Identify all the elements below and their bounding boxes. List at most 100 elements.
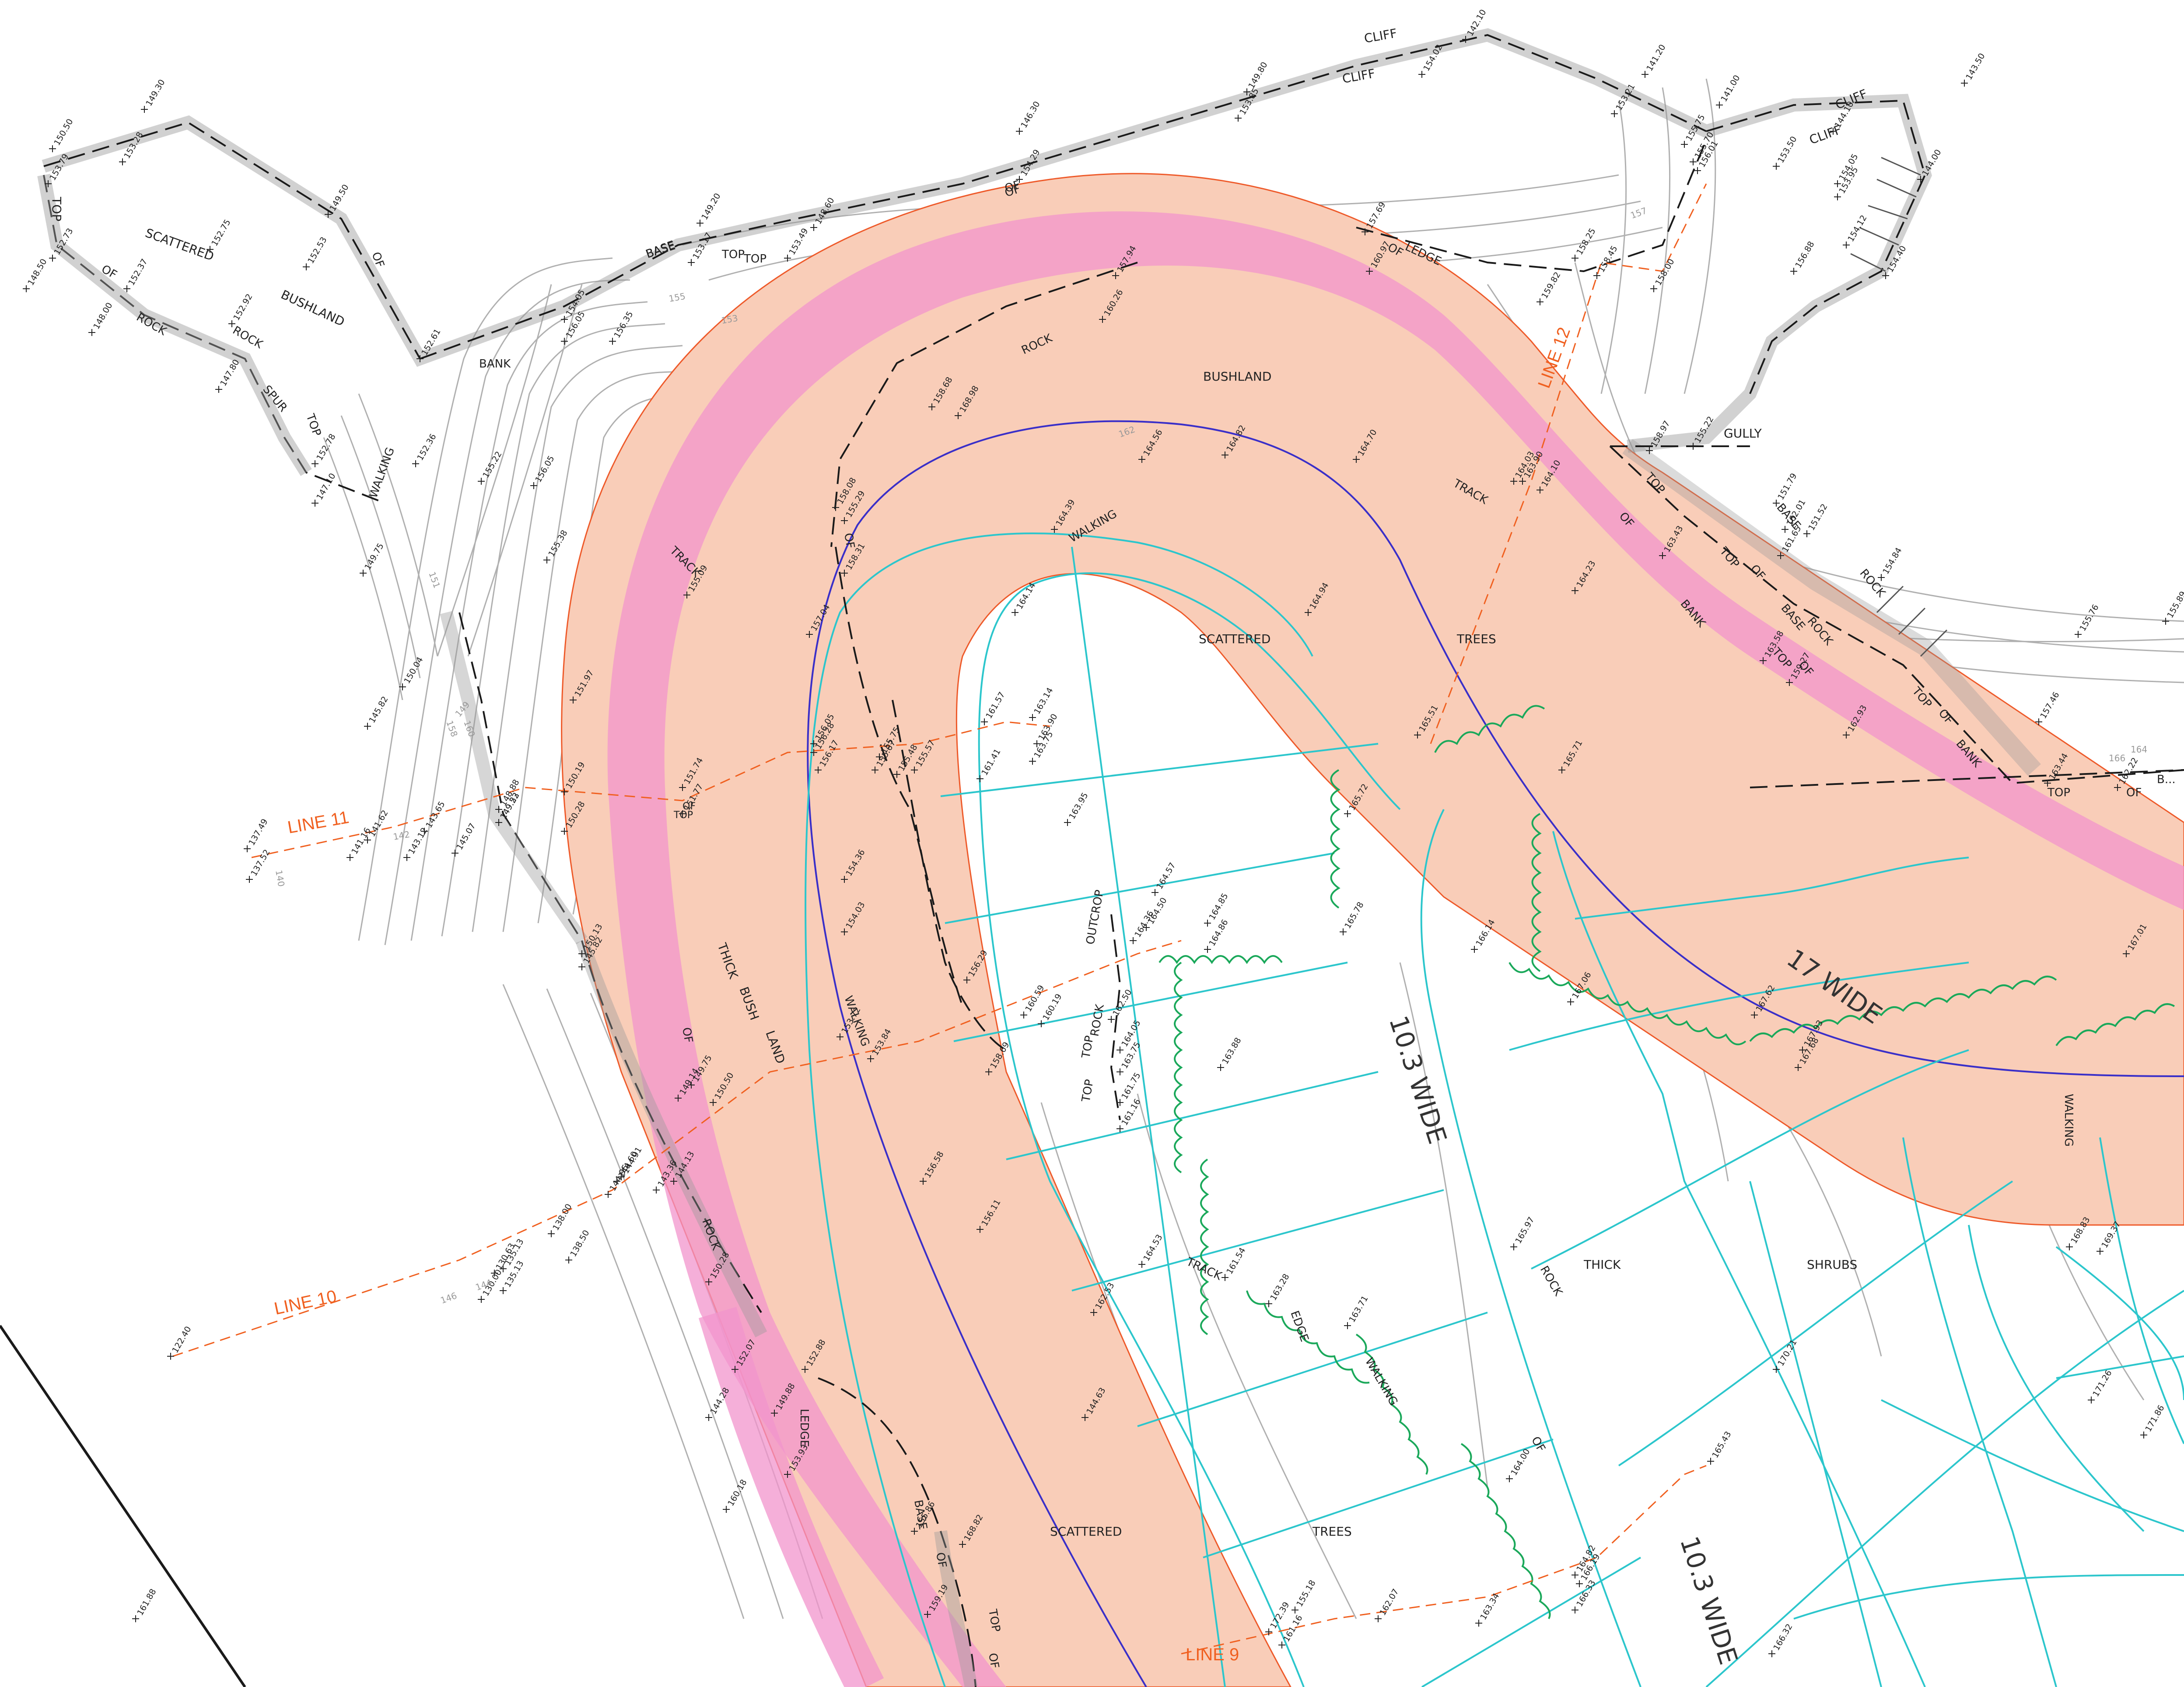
spot-height-marker — [578, 963, 585, 970]
spot-height-marker — [561, 338, 568, 345]
spot-height-marker — [893, 771, 900, 778]
feature-label: ROCK — [1088, 1003, 1107, 1037]
spot-height-marker — [1690, 158, 1697, 165]
spot-height-marker — [1572, 255, 1578, 262]
spot-height-marker — [1716, 102, 1723, 108]
spot-height: 164.00 — [1506, 1447, 1532, 1482]
spot-height-marker — [1292, 1606, 1298, 1614]
spot-height-value: 158.45 — [1596, 244, 1619, 274]
spot-height-marker — [2123, 950, 2130, 957]
spot-height-marker — [1375, 1615, 1382, 1622]
spot-height-marker — [1222, 1274, 1228, 1281]
spot-height-value: 161.54 — [1225, 1246, 1247, 1276]
spot-height: 137.52 — [246, 848, 272, 883]
spot-height-marker — [452, 850, 458, 857]
spot-height-value: 161.41 — [980, 747, 1002, 777]
spot-height-marker — [1694, 167, 1701, 174]
spot-height-value: 151.52 — [1806, 502, 1829, 532]
spot-height-marker — [1510, 478, 1517, 485]
spot-height-marker — [1576, 1580, 1583, 1587]
spot-height-marker — [1760, 657, 1767, 664]
spot-height: 154.84 — [1878, 546, 1904, 581]
spot-height-marker — [2096, 1248, 2104, 1255]
spot-height-marker — [981, 718, 988, 725]
spot-height-value: 151.79 — [1776, 472, 1799, 502]
spot-height-value: 171.86 — [2143, 1404, 2166, 1434]
spot-height-marker — [1414, 732, 1421, 738]
feature-label: TOP — [2047, 786, 2070, 799]
spot-height-marker — [705, 1414, 712, 1421]
spot-height: 152.92 — [228, 292, 255, 327]
spot-height-marker — [1572, 1606, 1578, 1614]
spot-height-marker — [618, 1173, 625, 1180]
spot-height-marker — [215, 386, 222, 393]
spot-height-value: 148.50 — [26, 257, 49, 287]
spot-height-marker — [2035, 718, 2042, 725]
spot-height-marker — [1519, 478, 1526, 485]
feature-label: SCATTERED — [1199, 632, 1270, 646]
spot-height-marker — [832, 504, 839, 511]
spot-height: 160.18 — [723, 1478, 749, 1513]
spot-height: 163.88 — [1217, 1036, 1243, 1071]
feature-label: OF — [1529, 1435, 1548, 1455]
spot-height: 141.16 — [346, 826, 373, 861]
spot-height-marker — [836, 1033, 844, 1040]
spot-height: 155.89 — [2162, 590, 2184, 625]
spot-height-marker — [1536, 298, 1544, 305]
spot-height-marker — [2044, 780, 2051, 787]
spot-height: 141.00 — [1716, 74, 1742, 108]
spot-height-value: 156.05 — [533, 454, 556, 484]
spot-height-marker — [303, 263, 310, 270]
contour-label: 142 — [392, 829, 411, 842]
feature-label: TOP — [1079, 1078, 1096, 1103]
spot-height: 155.18 — [1292, 1578, 1318, 1614]
spot-height-marker — [1340, 928, 1347, 935]
spot-height-marker — [867, 1055, 874, 1062]
spot-height-marker — [1265, 1628, 1272, 1635]
spot-height-marker — [1344, 1322, 1351, 1329]
spot-height-marker — [491, 1270, 498, 1277]
spot-height: 165.78 — [1340, 900, 1366, 935]
spot-height-value: 143.50 — [1964, 52, 1987, 82]
spot-height-value: 163.95 — [1067, 791, 1090, 821]
spot-height-marker — [1751, 1012, 1758, 1018]
spot-height-marker — [810, 749, 817, 756]
spot-height-marker — [1462, 36, 1469, 43]
spot-height-marker — [2114, 784, 2121, 791]
spot-height-value: 154.12 — [1846, 214, 1869, 244]
spot-height-marker — [530, 482, 537, 489]
spot-height-value: 162.50 — [1111, 988, 1134, 1018]
spot-height: 161.57 — [981, 690, 1007, 725]
spot-height-marker — [723, 1506, 730, 1513]
spot-height-value: 164.86 — [1207, 918, 1230, 948]
spot-height-marker — [244, 845, 251, 852]
spot-height-marker — [565, 1256, 572, 1264]
spot-height: 151.52 — [1803, 502, 1830, 537]
feature-label: TOP — [1079, 1035, 1096, 1060]
spot-height-marker — [1362, 228, 1368, 235]
spot-height-value: 145.82 — [367, 695, 390, 725]
spot-height-value: 162.07 — [1378, 1587, 1400, 1617]
spot-height-marker — [1064, 819, 1071, 826]
spot-height-marker — [959, 1541, 966, 1548]
spot-height-marker — [1878, 574, 1885, 581]
contour-label: 146 — [439, 1290, 458, 1306]
spot-height-value: 155.89 — [2165, 590, 2184, 620]
spot-height: 161.88 — [132, 1587, 158, 1622]
spot-height-marker — [1051, 526, 1058, 533]
contour-label: 151 — [427, 570, 442, 590]
spot-height-value: 164.85 — [1207, 892, 1230, 922]
spot-height-marker — [561, 316, 568, 323]
spot-height-marker — [963, 976, 970, 984]
spot-height-marker — [1773, 163, 1780, 170]
spot-height: 156.35 — [609, 310, 635, 345]
spot-height-value: 163.28 — [1268, 1272, 1291, 1302]
spot-height-marker — [416, 355, 424, 362]
contour-label: 155 — [668, 291, 686, 304]
spot-height: 154.12 — [1843, 214, 1869, 248]
spot-height-marker — [802, 1366, 808, 1373]
spot-height-marker — [1567, 998, 1574, 1005]
spot-height-marker — [132, 1615, 139, 1622]
spot-height-marker — [1961, 80, 1968, 87]
